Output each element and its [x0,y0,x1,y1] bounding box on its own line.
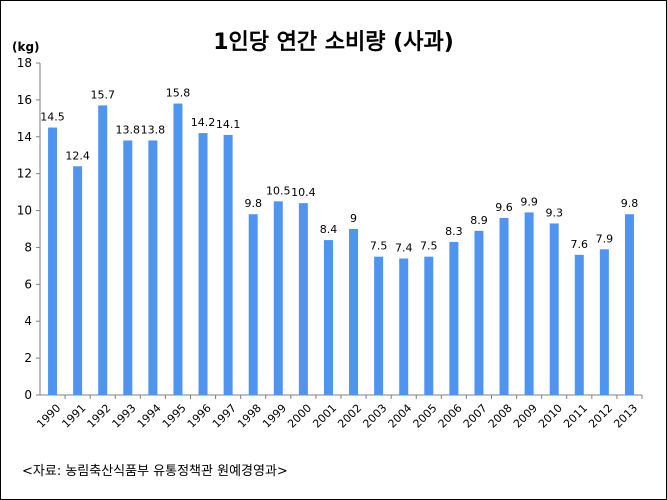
bar-2007 [474,230,484,395]
bar-1994 [148,140,158,395]
data-label-2013: 9.8 [621,197,639,210]
x-tick-label-2006: 2006 [436,402,465,431]
y-axis-unit: (kg) [12,40,40,54]
y-tick-label: 12 [17,167,32,181]
bar-1998 [248,214,258,395]
x-tick-label-2011: 2011 [561,402,590,431]
data-label-2005: 7.5 [420,240,438,253]
x-tick-label-2004: 2004 [385,402,414,431]
x-tick-label-1996: 1996 [185,402,214,431]
data-label-2010: 9.3 [545,206,563,219]
x-tick-label-1993: 1993 [110,402,139,431]
bar-2011 [574,254,584,395]
bar-2008 [499,217,509,395]
x-tick-label-2010: 2010 [536,402,565,431]
x-tick-label-2005: 2005 [411,402,440,431]
source-note: <자료: 농림축산식품부 유통정책관 원예경영과> [22,464,288,479]
bar-2001 [323,240,333,395]
bar-2002 [349,229,359,395]
data-label-1998: 9.8 [244,197,262,210]
x-tick-label-2007: 2007 [461,402,490,431]
x-tick-label-1997: 1997 [210,402,239,431]
x-tick-label-2001: 2001 [310,402,339,431]
bar-2005 [424,256,434,395]
x-tick-label-1998: 1998 [235,402,264,431]
bar-2009 [524,212,534,395]
data-label-2000: 10.4 [291,186,316,199]
x-tick-label-2003: 2003 [360,402,389,431]
x-tick-label-2013: 2013 [611,402,640,431]
data-label-1996: 14.2 [191,116,216,129]
data-label-1990: 14.5 [40,111,65,124]
x-tick-label-1992: 1992 [84,402,113,431]
x-tick-label-2002: 2002 [335,402,364,431]
bar-2003 [374,256,384,395]
data-label-1995: 15.8 [166,87,191,100]
x-tick-label-1994: 1994 [135,402,164,431]
bar-2006 [449,241,459,395]
bar-2000 [298,203,308,395]
data-label-2006: 8.3 [445,225,463,238]
data-label-2001: 8.4 [320,223,338,236]
data-label-2009: 9.9 [520,195,538,208]
bar-1996 [198,133,208,396]
data-label-2012: 7.9 [596,232,614,245]
bar-1997 [223,134,233,395]
x-tick-label-1999: 1999 [260,402,289,431]
x-tick-label-2008: 2008 [486,402,515,431]
y-tick-label: 18 [17,56,32,70]
data-label-1992: 15.7 [90,88,115,101]
bar-2012 [599,249,609,395]
x-tick-label-2000: 2000 [285,402,314,431]
data-label-2004: 7.4 [395,242,413,255]
data-label-1994: 13.8 [141,123,166,136]
y-tick-label: 4 [24,314,32,328]
x-tick-label-2012: 2012 [586,402,615,431]
bar-1990 [48,127,58,396]
chart-title: 1인당 연간 소비량 (사과) [213,30,454,55]
x-tick-label-1991: 1991 [59,402,88,431]
data-label-1999: 10.5 [266,184,291,197]
y-tick-label: 14 [17,130,32,144]
bar-2013 [624,214,634,395]
x-tick-label-1990: 1990 [34,402,63,431]
data-label-1997: 14.1 [216,118,241,131]
x-tick-label-1995: 1995 [160,402,189,431]
y-tick-label: 8 [24,240,32,254]
bar-2004 [399,258,409,395]
bar-2010 [549,223,559,395]
y-tick-label: 16 [17,93,32,107]
bar-1995 [173,103,183,396]
y-tick-label: 6 [24,277,32,291]
x-tick-label-2009: 2009 [511,402,540,431]
data-label-2008: 9.6 [495,201,513,214]
data-label-2002: 9 [350,212,357,225]
data-label-2011: 7.6 [571,238,589,251]
bar-1993 [123,140,133,395]
bar-1999 [273,201,283,395]
data-label-1991: 12.4 [65,149,90,162]
bar-1991 [73,166,83,395]
data-label-2003: 7.5 [370,240,388,253]
y-tick-label: 2 [24,351,32,365]
y-tick-label: 0 [24,388,32,402]
data-label-1993: 13.8 [116,123,141,136]
y-tick-label: 10 [17,204,32,218]
data-label-2007: 8.9 [470,214,488,227]
bar-1992 [98,105,108,395]
